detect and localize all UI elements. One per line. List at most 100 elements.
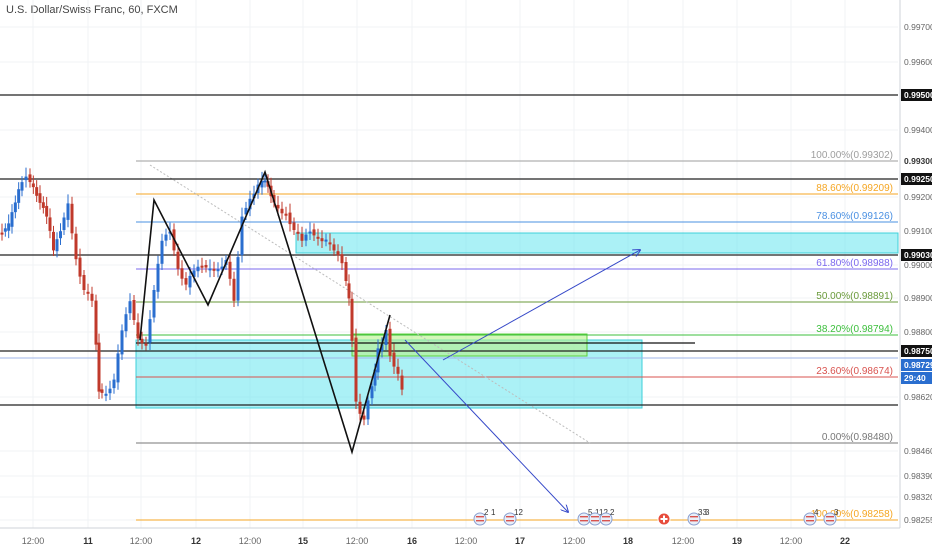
- candle-body[interactable]: [86, 291, 90, 294]
- candle-body[interactable]: [328, 242, 332, 245]
- economic-event[interactable]: 12: [588, 508, 608, 526]
- candle-body[interactable]: [192, 270, 196, 277]
- candle-body[interactable]: [136, 322, 140, 339]
- candle-body[interactable]: [104, 393, 108, 396]
- candle-body[interactable]: [188, 275, 192, 288]
- candle-body[interactable]: [66, 203, 70, 220]
- candle-body[interactable]: [320, 238, 324, 242]
- candle-body[interactable]: [200, 265, 204, 268]
- candle-body[interactable]: [336, 251, 340, 256]
- candle-body[interactable]: [296, 231, 300, 234]
- supply-zone[interactable]: [295, 232, 899, 254]
- candle-body[interactable]: [392, 352, 396, 367]
- candle-body[interactable]: [148, 319, 152, 343]
- economic-event[interactable]: 333: [687, 508, 710, 526]
- candle-body[interactable]: [20, 182, 24, 191]
- candle-body[interactable]: [55, 239, 59, 252]
- candle-body[interactable]: [10, 212, 14, 227]
- candle-body[interactable]: [35, 187, 39, 196]
- candle-body[interactable]: [208, 268, 212, 271]
- candle-body[interactable]: [240, 216, 244, 256]
- candle-body[interactable]: [332, 244, 336, 251]
- candle-body[interactable]: [38, 193, 42, 203]
- candle-body[interactable]: [280, 208, 284, 214]
- candle-body[interactable]: [276, 204, 280, 209]
- bearish-projection-arrow[interactable]: [404, 339, 568, 512]
- candle-body[interactable]: [384, 330, 388, 345]
- candle-body[interactable]: [59, 231, 62, 239]
- candle-body[interactable]: [108, 388, 112, 394]
- candle-body[interactable]: [156, 263, 160, 292]
- candle-body[interactable]: [132, 300, 136, 320]
- candle-body[interactable]: [244, 207, 248, 215]
- candle-body[interactable]: [62, 217, 66, 231]
- candle-body[interactable]: [400, 375, 404, 390]
- candle-body[interactable]: [284, 213, 288, 216]
- candle-body[interactable]: [204, 265, 208, 268]
- candle-body[interactable]: [70, 203, 74, 234]
- candle-body[interactable]: [82, 275, 86, 290]
- candle-body[interactable]: [236, 257, 240, 301]
- candle-body[interactable]: [116, 353, 120, 383]
- candle-body[interactable]: [48, 217, 52, 231]
- economic-event[interactable]: 4: [803, 508, 819, 526]
- candle-body[interactable]: [180, 268, 184, 279]
- candle-body[interactable]: [144, 343, 148, 346]
- candle-body[interactable]: [45, 205, 49, 217]
- candle-body[interactable]: [160, 240, 164, 264]
- candle-body[interactable]: [196, 266, 200, 272]
- candle-body[interactable]: [90, 293, 94, 301]
- candle-body[interactable]: [220, 266, 224, 269]
- candle-body[interactable]: [128, 301, 132, 314]
- candle-body[interactable]: [228, 261, 232, 279]
- candle-body[interactable]: [74, 233, 78, 260]
- candle-body[interactable]: [212, 268, 216, 271]
- candle-body[interactable]: [164, 234, 168, 241]
- candle-body[interactable]: [340, 254, 344, 264]
- candle-body[interactable]: [347, 283, 351, 299]
- candle-body[interactable]: [324, 239, 328, 242]
- candle-body[interactable]: [152, 290, 156, 318]
- candle-body[interactable]: [304, 234, 308, 241]
- candle-body[interactable]: [78, 257, 82, 277]
- candle-body[interactable]: [216, 269, 220, 272]
- candle-body[interactable]: [344, 262, 348, 281]
- candle-body[interactable]: [31, 183, 35, 188]
- candle-body[interactable]: [292, 222, 296, 231]
- candle-body[interactable]: [124, 314, 128, 332]
- candle-body[interactable]: [3, 228, 7, 232]
- candle-body[interactable]: [140, 338, 144, 344]
- candle-body[interactable]: [17, 189, 21, 203]
- candle-body[interactable]: [184, 278, 188, 285]
- candle-body[interactable]: [300, 233, 304, 241]
- candle-body[interactable]: [370, 386, 374, 399]
- candle-body[interactable]: [13, 202, 17, 213]
- candle-body[interactable]: [248, 198, 252, 210]
- pattern-xabcd[interactable]: [139, 169, 391, 455]
- candle-body[interactable]: [362, 415, 366, 420]
- bullish-projection-arrow[interactable]: [442, 250, 640, 361]
- candle-body[interactable]: [354, 337, 358, 402]
- candle-body[interactable]: [94, 300, 98, 345]
- candle-body[interactable]: [176, 251, 180, 269]
- candle-body[interactable]: [308, 231, 312, 234]
- candle-body[interactable]: [0, 232, 4, 235]
- candle-body[interactable]: [380, 344, 384, 352]
- candle-body[interactable]: [263, 180, 267, 183]
- candle-body[interactable]: [316, 236, 320, 239]
- candle-body[interactable]: [312, 229, 316, 236]
- candle-body[interactable]: [97, 342, 101, 392]
- candle-body[interactable]: [100, 389, 104, 393]
- candle-body[interactable]: [358, 401, 362, 414]
- economic-event[interactable]: 2: [599, 508, 615, 526]
- candle-body[interactable]: [7, 223, 11, 231]
- candle-body[interactable]: [24, 176, 28, 181]
- candle-body[interactable]: [388, 328, 392, 356]
- candle-body[interactable]: [28, 174, 32, 183]
- economic-event[interactable]: 3: [823, 508, 839, 526]
- candle-body[interactable]: [41, 202, 45, 208]
- candle-body[interactable]: [232, 278, 236, 301]
